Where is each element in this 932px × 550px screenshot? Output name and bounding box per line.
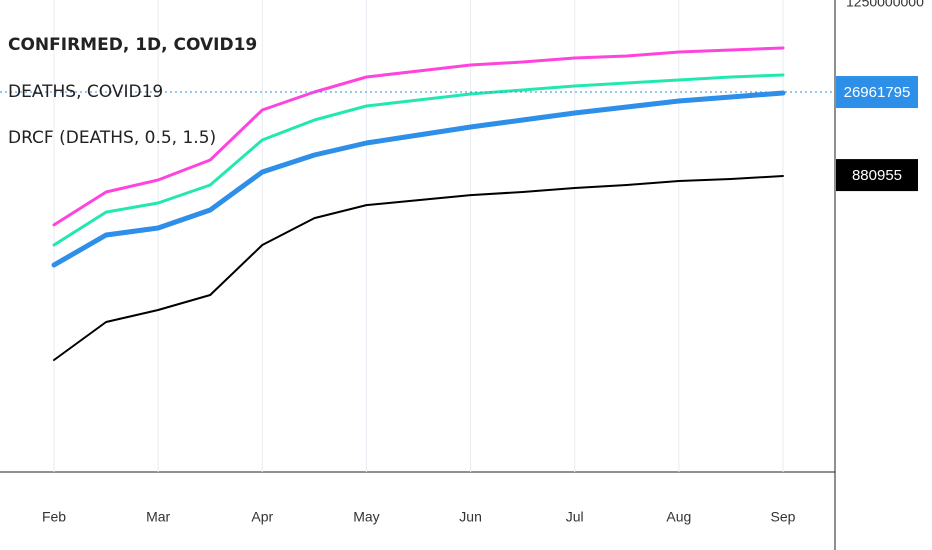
x-tick-label: Jul xyxy=(566,509,584,525)
series-line xyxy=(52,73,785,247)
legend-drcf: DRCF (DEATHS, 0.5, 1.5) xyxy=(8,128,216,148)
series-line xyxy=(51,90,786,268)
x-tick-label: Feb xyxy=(42,509,66,525)
x-tick-label: Apr xyxy=(251,509,273,525)
x-tick-label: Sep xyxy=(771,509,796,525)
price-label: 26961795 xyxy=(844,84,911,101)
series-line xyxy=(52,46,785,227)
price-label-box xyxy=(836,76,918,109)
price-label-box xyxy=(836,159,918,192)
price-label: 880955 xyxy=(852,167,902,184)
x-tick-label: Mar xyxy=(146,509,170,525)
series-line xyxy=(53,175,784,361)
x-tick-label: Aug xyxy=(666,509,691,525)
y-tick-label: 1250000000 xyxy=(846,0,924,10)
x-tick-label: Jun xyxy=(459,509,482,525)
legend-main: CONFIRMED, 1D, COVID19 xyxy=(8,35,257,55)
legend-deaths: DEATHS, COVID19 xyxy=(8,82,163,102)
x-tick-label: May xyxy=(353,509,379,525)
